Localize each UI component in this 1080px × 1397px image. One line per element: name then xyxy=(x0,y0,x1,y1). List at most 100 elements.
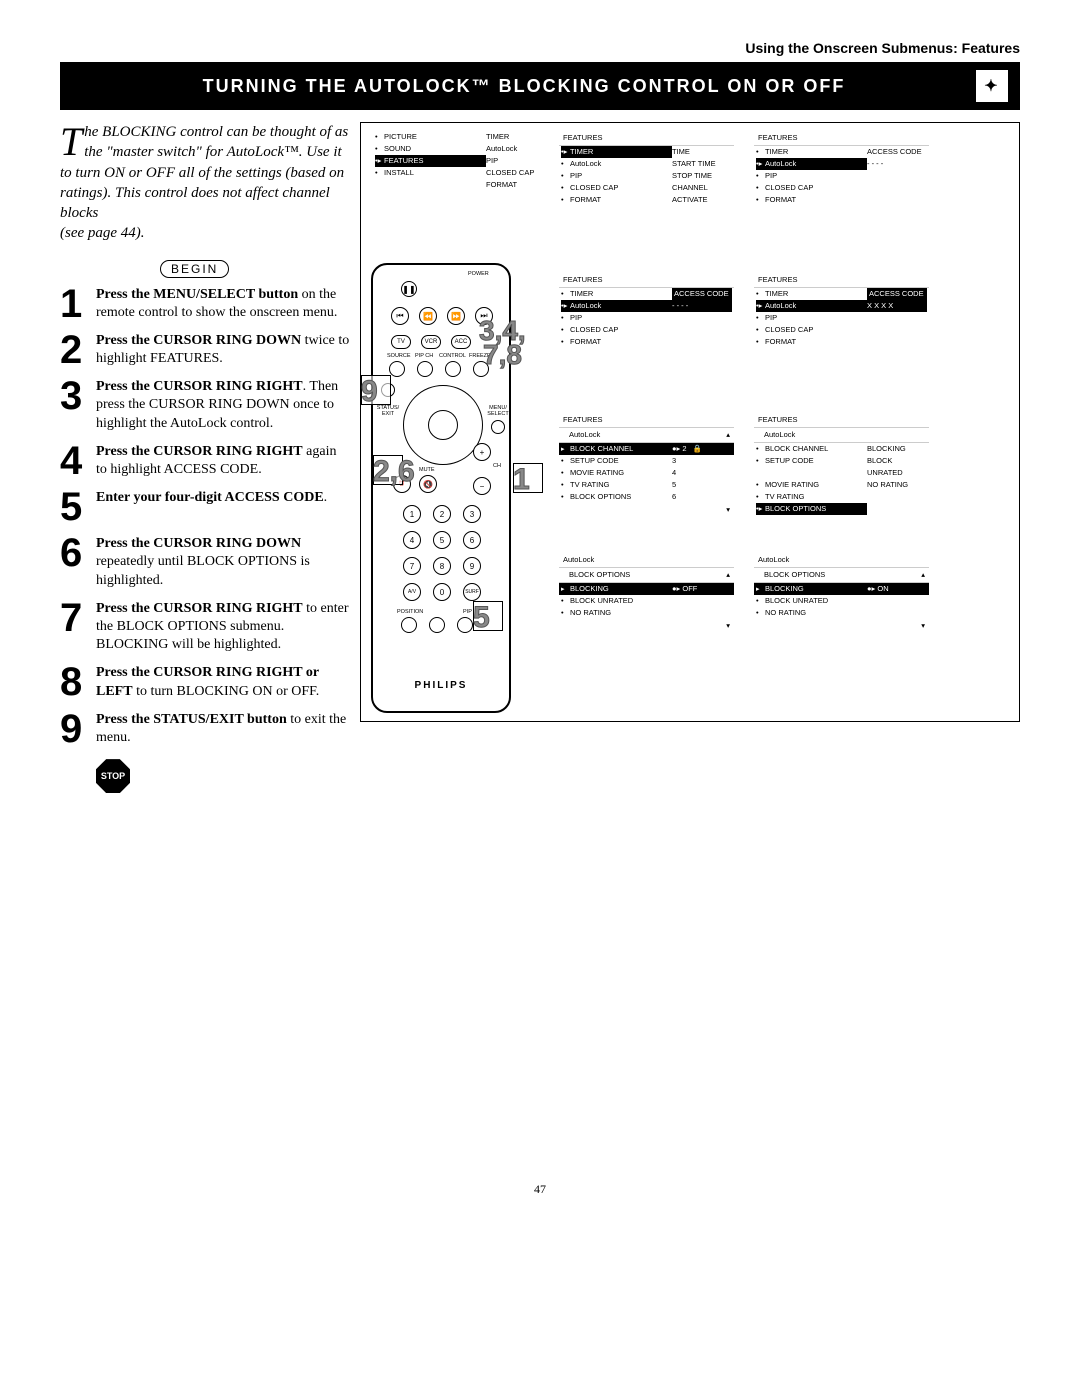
intro-see-page: (see page 44). xyxy=(60,225,145,241)
menu-r2c3: FEATURESTIMERACCESS CODE▸AutoLockX X X X… xyxy=(754,273,929,348)
step-number: 3 xyxy=(60,378,96,433)
menu-row: PIP xyxy=(754,312,929,324)
menu-header: AutoLock xyxy=(754,553,929,568)
source-label: SOURCE xyxy=(387,353,411,359)
menu-row: BLOCK UNRATED xyxy=(754,595,929,607)
menu-r4c2: AutoLockBLOCK OPTIONS ▴BLOCKING●▸ OFFBLO… xyxy=(559,553,734,633)
menu-row: FORMAT xyxy=(754,336,929,348)
pip-button[interactable] xyxy=(429,617,445,633)
digit-8-button[interactable]: 8 xyxy=(433,557,451,575)
menu-row: SETUP CODE3 xyxy=(559,455,734,467)
menu-row: AutoLockSTART TIME xyxy=(559,158,734,170)
digit-7-button[interactable]: 7 xyxy=(403,557,421,575)
ch-down-button[interactable]: − xyxy=(473,477,491,495)
pause-button[interactable]: ❚❚ xyxy=(401,281,417,297)
position-label: POSITION xyxy=(397,609,423,615)
digit-1-button[interactable]: 1 xyxy=(403,505,421,523)
menu-header: FEATURES xyxy=(754,131,929,146)
menu-r4c3: AutoLockBLOCK OPTIONS ▴BLOCKING●▸ ONBLOC… xyxy=(754,553,929,633)
vcr-button[interactable]: VCR xyxy=(421,335,441,349)
menu-header: AutoLock xyxy=(559,553,734,568)
step-text: Press the CURSOR RING RIGHT. Then press … xyxy=(96,378,350,433)
diagram-panel: PICTURETIMERSOUNDAutoLock▸FEATURESPIPINS… xyxy=(360,122,1020,722)
step-text: Press the CURSOR RING RIGHT or LEFT to t… xyxy=(96,664,350,700)
menu-header: FEATURES xyxy=(559,413,734,428)
av-button[interactable]: A/V xyxy=(403,583,421,601)
menu-header: FEATURES xyxy=(559,131,734,146)
digit-4-button[interactable]: 4 xyxy=(403,531,421,549)
callout-number: 9 xyxy=(361,375,378,409)
func-button[interactable] xyxy=(417,361,433,377)
menu-row: TV RATING xyxy=(754,491,929,503)
ch-up-button[interactable]: + xyxy=(473,443,491,461)
menu-header: FEATURES xyxy=(559,273,734,288)
intro-text: he BLOCKING control can be thought of as… xyxy=(60,124,348,221)
stop-marker: STOP xyxy=(96,759,350,793)
digit-9-button[interactable]: 9 xyxy=(463,557,481,575)
mute-button[interactable]: 🔇 xyxy=(419,475,437,493)
remote-icon: ✦ xyxy=(976,70,1008,102)
menu-row: BLOCK UNRATED xyxy=(559,595,734,607)
step: 2 Press the CURSOR RING DOWN twice to hi… xyxy=(60,332,350,368)
menu-row: MOVIE RATING4 xyxy=(559,467,734,479)
menu-row: ▸AutoLock- - - - xyxy=(559,300,734,312)
surf-button[interactable]: SURF xyxy=(463,583,481,601)
pip-button[interactable] xyxy=(401,617,417,633)
menu-header: FEATURES xyxy=(754,413,929,428)
menu-row: PIP xyxy=(559,312,734,324)
digit-6-button[interactable]: 6 xyxy=(463,531,481,549)
step-number: 8 xyxy=(60,664,96,700)
digit-3-button[interactable]: 3 xyxy=(463,505,481,523)
brand-label: PHILIPS xyxy=(373,680,509,691)
menu-row: BLOCKING●▸ ON xyxy=(754,583,929,595)
step: 5 Enter your four-digit ACCESS CODE. xyxy=(60,489,350,525)
menu-row: PIP xyxy=(754,170,929,182)
menu-row: BLOCK OPTIONS6 xyxy=(559,491,734,503)
tv-button[interactable]: TV xyxy=(391,335,411,349)
transport-button[interactable]: ⏩ xyxy=(447,307,465,325)
menu-row: BLOCK CHANNELBLOCKING xyxy=(754,443,929,455)
steps-list: 1 Press the MENU/SELECT button on the re… xyxy=(60,286,350,748)
menu-label: MENU/ SELECT xyxy=(485,405,511,417)
func-button[interactable] xyxy=(445,361,461,377)
power-label: POWER xyxy=(468,271,489,277)
step-text: Enter your four-digit ACCESS CODE. xyxy=(96,489,350,525)
menu-row: ▸FEATURESPIP xyxy=(373,155,548,167)
step-number: 9 xyxy=(60,711,96,747)
menu-row: SOUNDAutoLock xyxy=(373,143,548,155)
mute-label: MUTE xyxy=(419,467,435,473)
status-label: STATUS/ EXIT xyxy=(375,405,401,417)
select-button[interactable] xyxy=(428,410,458,440)
menu-select-button[interactable] xyxy=(491,420,505,434)
menu-r1c2: FEATURES▸TIMERTIMEAutoLockSTART TIMEPIPS… xyxy=(559,131,734,206)
menu-row: TIMERACCESS CODE xyxy=(754,146,929,158)
pip-button[interactable] xyxy=(457,617,473,633)
pip-label: PIP xyxy=(463,609,472,615)
menu-footer: ▾ xyxy=(559,503,734,517)
step-number: 7 xyxy=(60,600,96,655)
menu-row: MOVIE RATINGNO RATING xyxy=(754,479,929,491)
menu-row: SETUP CODEBLOCK UNRATED xyxy=(754,455,929,479)
menu-row: TIMERACCESS CODE xyxy=(754,288,929,300)
menu-row: FORMAT xyxy=(559,336,734,348)
transport-button[interactable]: ⏪ xyxy=(419,307,437,325)
step: 4 Press the CURSOR RING RIGHT again to h… xyxy=(60,443,350,479)
begin-label: BEGIN xyxy=(160,260,229,278)
menu-row: TV RATING5 xyxy=(559,479,734,491)
acc-button[interactable]: ACC xyxy=(451,335,471,349)
menu-footer: ▾ xyxy=(754,619,929,633)
digit-0-button[interactable]: 0 xyxy=(433,583,451,601)
step: 8 Press the CURSOR RING RIGHT or LEFT to… xyxy=(60,664,350,700)
menu-row: ▸BLOCK OPTIONS xyxy=(754,503,929,515)
func-button[interactable] xyxy=(389,361,405,377)
step: 6 Press the CURSOR RING DOWN repeatedly … xyxy=(60,535,350,590)
step: 9 Press the STATUS/EXIT button to exit t… xyxy=(60,711,350,747)
control-label: CONTROL xyxy=(439,353,466,359)
step-text: Press the CURSOR RING RIGHT again to hig… xyxy=(96,443,350,479)
step: 7 Press the CURSOR RING RIGHT to enter t… xyxy=(60,600,350,655)
digit-5-button[interactable]: 5 xyxy=(433,531,451,549)
digit-2-button[interactable]: 2 xyxy=(433,505,451,523)
menu-row: PIPSTOP TIME xyxy=(559,170,734,182)
transport-button[interactable]: ⏮ xyxy=(391,307,409,325)
menu-r3c3: FEATURESAutoLock BLOCK CHANNELBLOCKINGSE… xyxy=(754,413,929,515)
